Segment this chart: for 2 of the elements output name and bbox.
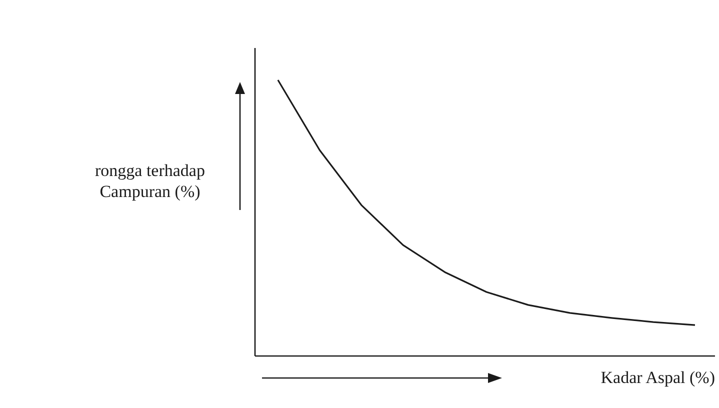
x-axis-title: Kadar Aspal (%) (600, 368, 715, 388)
y-axis-title: rongga terhadap Campuran (%) (94, 160, 206, 202)
